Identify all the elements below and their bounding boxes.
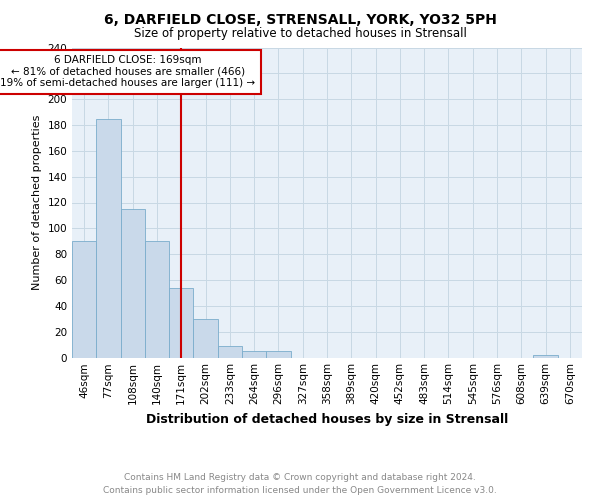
Bar	[145, 242, 169, 358]
Text: 6 DARFIELD CLOSE: 169sqm
← 81% of detached houses are smaller (466)
19% of semi-: 6 DARFIELD CLOSE: 169sqm ← 81% of detach…	[0, 55, 256, 88]
Bar	[169, 288, 193, 358]
Bar	[72, 242, 96, 358]
Y-axis label: Number of detached properties: Number of detached properties	[32, 115, 42, 290]
Bar	[218, 346, 242, 358]
Text: Size of property relative to detached houses in Strensall: Size of property relative to detached ho…	[134, 28, 466, 40]
Text: Contains HM Land Registry data © Crown copyright and database right 2024.: Contains HM Land Registry data © Crown c…	[124, 474, 476, 482]
Text: Contains public sector information licensed under the Open Government Licence v3: Contains public sector information licen…	[103, 486, 497, 495]
Bar	[242, 351, 266, 358]
Bar	[121, 209, 145, 358]
Bar	[533, 355, 558, 358]
Bar	[96, 118, 121, 358]
Bar	[266, 351, 290, 358]
Bar	[193, 319, 218, 358]
X-axis label: Distribution of detached houses by size in Strensall: Distribution of detached houses by size …	[146, 413, 508, 426]
Text: 6, DARFIELD CLOSE, STRENSALL, YORK, YO32 5PH: 6, DARFIELD CLOSE, STRENSALL, YORK, YO32…	[104, 12, 496, 26]
